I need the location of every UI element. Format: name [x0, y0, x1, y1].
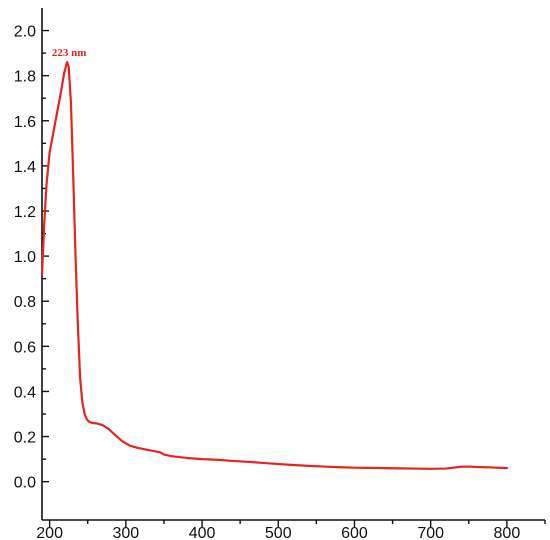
- y-tick-label: 1.4: [14, 159, 36, 176]
- series-line: [40, 61, 508, 470]
- x-tick-label: 500: [265, 525, 292, 540]
- x-tick-label: 300: [112, 525, 139, 540]
- axes: [41, 8, 545, 521]
- x-tick-label: 600: [341, 525, 368, 540]
- y-tick-label: 0.8: [14, 294, 36, 311]
- y-tick-label: 1.2: [14, 204, 36, 221]
- x-tick-label: 200: [36, 525, 63, 540]
- y-tick-label: 1.0: [14, 249, 36, 266]
- annotations-group: 223 nm: [52, 47, 87, 59]
- y-tick-label: 1.8: [14, 69, 36, 86]
- y-tick-label: 1.6: [14, 114, 36, 131]
- series-group: [40, 61, 508, 470]
- y-tick-label: 0.0: [14, 475, 36, 492]
- x-axis-ticks: 200 300 400 500 600 700 800: [36, 520, 546, 540]
- x-tick-label: 400: [189, 525, 216, 540]
- y-tick-label: 0.6: [14, 339, 36, 356]
- x-tick-label: 700: [417, 525, 444, 540]
- y-axis-ticks: 0.0 0.2 0.4 0.6 0.8 1.0 1.2 1.4 1.6 1.8 2.0: [14, 24, 49, 492]
- x-tick-label: 800: [494, 525, 521, 540]
- peak-annotation: 223 nm: [52, 47, 87, 59]
- y-tick-label: 2.0: [14, 24, 36, 41]
- y-tick-label: 0.2: [14, 430, 36, 447]
- y-tick-label: 0.4: [14, 384, 36, 401]
